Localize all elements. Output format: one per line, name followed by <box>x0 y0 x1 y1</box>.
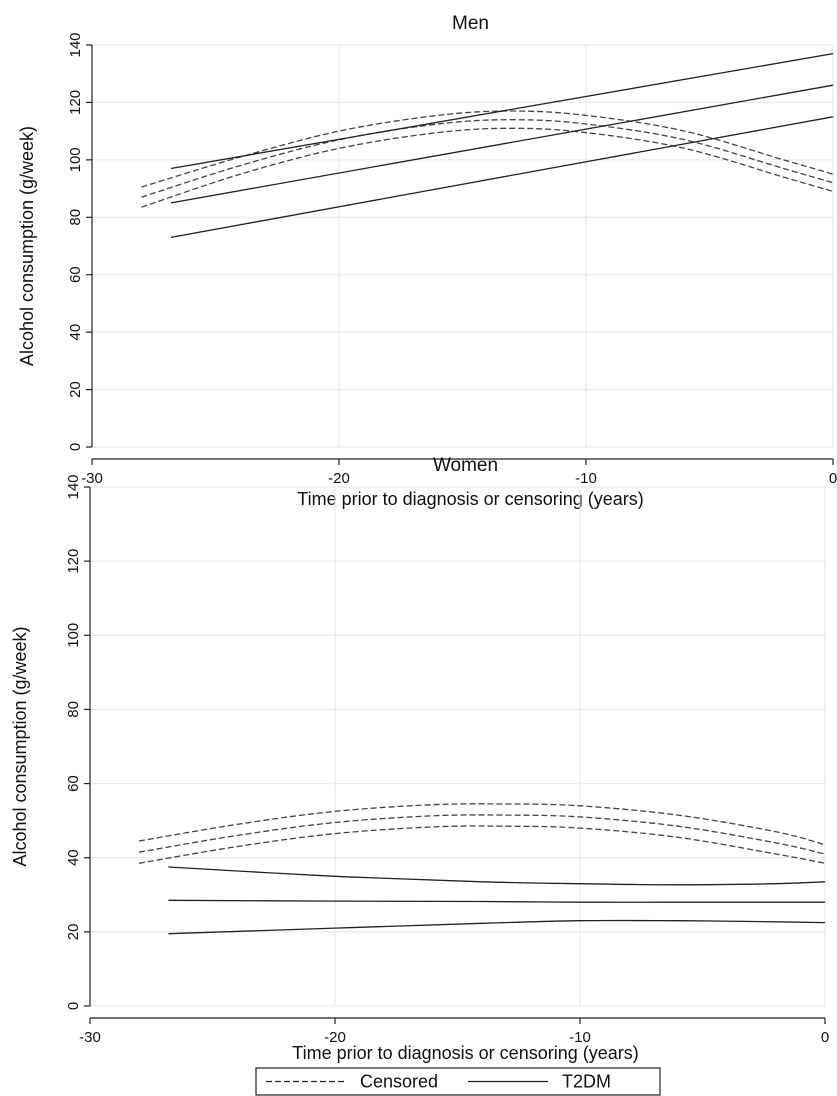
y-tick-label: 60 <box>65 775 82 792</box>
x-tick-label: -10 <box>569 1029 591 1046</box>
y-tick-label: 60 <box>67 266 84 283</box>
x-axis-label: Time prior to diagnosis or censoring (ye… <box>292 1043 638 1063</box>
y-axis-label: Alcohol consumption (g/week) <box>17 126 37 366</box>
y-tick-label: 0 <box>67 443 84 451</box>
legend-label-t2dm: T2DM <box>562 1072 611 1092</box>
x-tick-label: -30 <box>81 470 103 487</box>
y-tick-label: 100 <box>67 147 84 172</box>
y-tick-label: 40 <box>67 324 84 341</box>
y-tick-label: 80 <box>65 701 82 718</box>
censored-line-2 <box>141 127 834 208</box>
legend-label-censored: Censored <box>360 1072 438 1092</box>
y-axis-label: Alcohol consumption (g/week) <box>10 626 30 866</box>
x-tick-label: 0 <box>821 1029 829 1046</box>
y-tick-label: 20 <box>67 381 84 398</box>
panel-title: Men <box>452 13 489 34</box>
censored-line-1 <box>138 814 826 855</box>
y-tick-label: 40 <box>65 849 82 866</box>
panel-title: Women <box>433 455 498 476</box>
x-tick-label: -30 <box>79 1029 101 1046</box>
t2dm-line-5 <box>170 116 834 239</box>
x-axis-label: Time prior to diagnosis or censoring (ye… <box>297 489 643 509</box>
censored-line-1 <box>141 119 834 198</box>
x-tick-label: -20 <box>328 470 350 487</box>
x-tick-label: 0 <box>829 470 837 487</box>
y-tick-label: 120 <box>65 549 82 574</box>
t2dm-line-5 <box>168 919 826 935</box>
y-tick-label: 140 <box>67 32 84 57</box>
t2dm-line-4 <box>168 899 825 903</box>
legend: Censored T2DM <box>255 1067 661 1096</box>
x-tick-label: -20 <box>324 1029 346 1046</box>
y-tick-label: 0 <box>65 1002 82 1010</box>
y-tick-label: 80 <box>67 209 84 226</box>
t2dm-line-3 <box>170 52 834 170</box>
y-tick-label: 100 <box>65 623 82 648</box>
y-tick-label: 20 <box>65 924 82 941</box>
censored-line-0 <box>138 803 826 846</box>
t2dm-line-4 <box>170 84 834 204</box>
t2dm-line-3 <box>168 866 826 886</box>
y-tick-label: 140 <box>65 474 82 499</box>
y-tick-label: 120 <box>67 90 84 115</box>
censored-line-2 <box>138 825 826 864</box>
x-tick-label: -10 <box>575 470 597 487</box>
